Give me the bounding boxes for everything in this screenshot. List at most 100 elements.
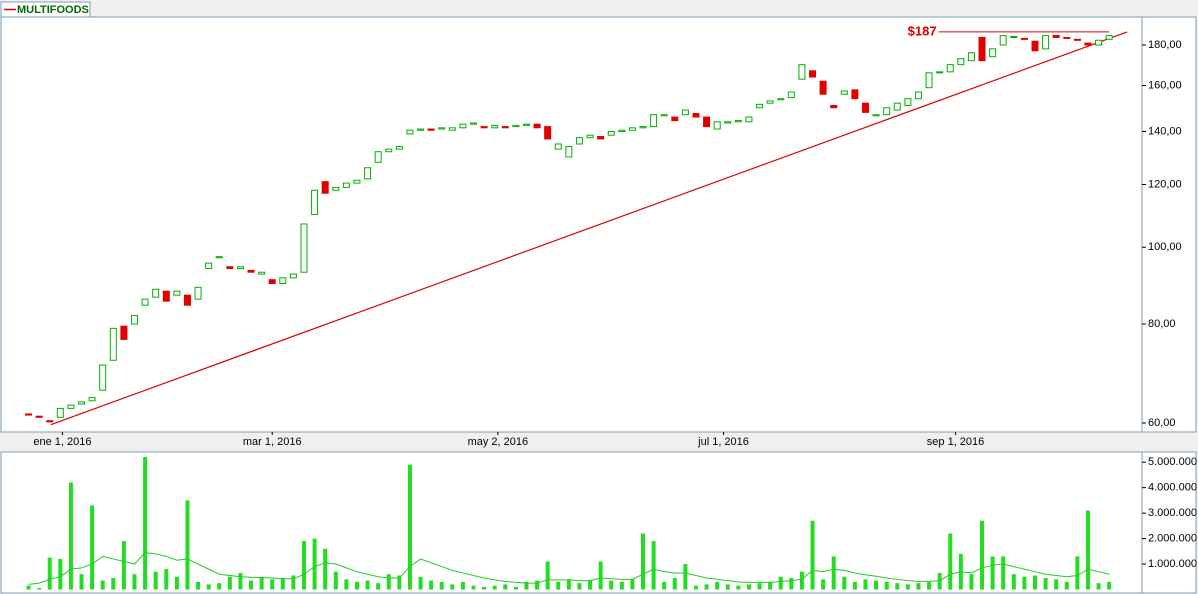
y-tick-label: 140,00: [1148, 125, 1182, 137]
y-tick-label: 120,00: [1148, 178, 1182, 190]
candle: [766, 100, 774, 104]
volume-bar: [482, 586, 487, 590]
volume-bar: [905, 584, 910, 590]
candle: [851, 89, 859, 100]
candle: [914, 91, 922, 100]
volume-bar: [312, 538, 317, 590]
volume-bar: [100, 580, 105, 590]
volume-bar: [227, 576, 232, 590]
volume-bar: [1022, 576, 1027, 590]
volume-bar: [577, 583, 582, 590]
candle: [713, 121, 721, 130]
volume-bar: [238, 572, 243, 590]
volume-bar: [1001, 556, 1006, 590]
volume-bar: [641, 533, 646, 590]
volume-bar: [969, 574, 974, 590]
candle: [268, 279, 276, 284]
candle: [215, 256, 223, 259]
candle: [417, 128, 425, 131]
trend-line: [50, 31, 1128, 426]
candle: [819, 80, 827, 95]
volume-bar: [662, 581, 667, 590]
volume-bar: [1064, 581, 1069, 590]
candle: [734, 120, 742, 123]
volume-bar: [174, 576, 179, 590]
volume-bar: [185, 500, 190, 590]
candle: [883, 107, 891, 116]
candle: [999, 35, 1007, 46]
candle: [1020, 37, 1028, 40]
volume-bar: [1075, 556, 1080, 590]
candle: [936, 71, 944, 74]
candle: [480, 126, 488, 129]
volume-bar: [217, 583, 222, 590]
volume-bar: [386, 574, 391, 590]
candle: [978, 36, 986, 62]
x-tick-label: ene 1, 2016: [33, 436, 91, 448]
candle: [25, 413, 33, 416]
candle: [628, 127, 636, 131]
volume-bar: [164, 569, 169, 590]
volume-bar: [831, 556, 836, 590]
volume-bar: [196, 581, 201, 590]
candle: [1010, 36, 1018, 39]
volume-bar: [492, 585, 497, 590]
candle: [1042, 35, 1050, 50]
volume-bar: [545, 561, 550, 590]
candle: [120, 325, 128, 340]
volume-bar: [270, 579, 275, 590]
y-tick-label: 100,00: [1148, 241, 1182, 253]
candle: [67, 404, 75, 409]
candle: [967, 52, 975, 62]
x-tick-label: sep 1, 2016: [927, 436, 985, 448]
candle: [194, 286, 202, 300]
volume-tick-label: 4.000.000: [1148, 482, 1197, 494]
volume-bar: [354, 581, 359, 590]
x-tick-label: jul 1, 2016: [697, 436, 749, 448]
volume-bar: [344, 579, 349, 590]
candle: [1031, 40, 1039, 52]
volume-bar: [1011, 574, 1016, 590]
candle: [332, 186, 340, 191]
candle: [438, 127, 446, 130]
volume-bar: [1043, 578, 1048, 590]
candle: [459, 123, 467, 129]
volume-bar: [301, 541, 306, 590]
volume-bar: [121, 541, 126, 590]
volume-bar: [376, 583, 381, 590]
volume-bar: [874, 580, 879, 590]
candle: [650, 114, 658, 128]
volume-bar: [948, 533, 953, 590]
candle: [162, 290, 170, 302]
volume-bar: [143, 457, 148, 590]
volume-bar: [630, 579, 635, 590]
candle: [88, 397, 96, 402]
volume-bar: [450, 584, 455, 590]
volume-bar: [249, 580, 254, 590]
candle: [247, 269, 255, 273]
volume-bar: [153, 571, 158, 590]
candle: [78, 401, 86, 405]
volume-bar: [439, 581, 444, 590]
candle: [681, 109, 689, 116]
candle: [840, 90, 848, 95]
candle: [46, 420, 54, 423]
volume-bar: [609, 580, 614, 590]
candle: [491, 124, 499, 129]
candle: [1095, 39, 1103, 46]
candle: [1073, 38, 1081, 41]
volume-bar: [280, 578, 285, 590]
volume-bar: [1107, 581, 1112, 590]
volume-bar: [132, 574, 137, 590]
volume-bar: [778, 576, 783, 590]
candle: [565, 146, 573, 158]
candle: [533, 123, 541, 129]
x-tick-label: mar 1, 2016: [243, 436, 302, 448]
candle: [1052, 35, 1060, 38]
candle: [289, 273, 297, 279]
volume-bar: [407, 464, 412, 590]
volume-bar: [58, 558, 63, 590]
volume-bar: [799, 571, 804, 590]
candle: [925, 72, 933, 89]
candle: [183, 294, 191, 306]
